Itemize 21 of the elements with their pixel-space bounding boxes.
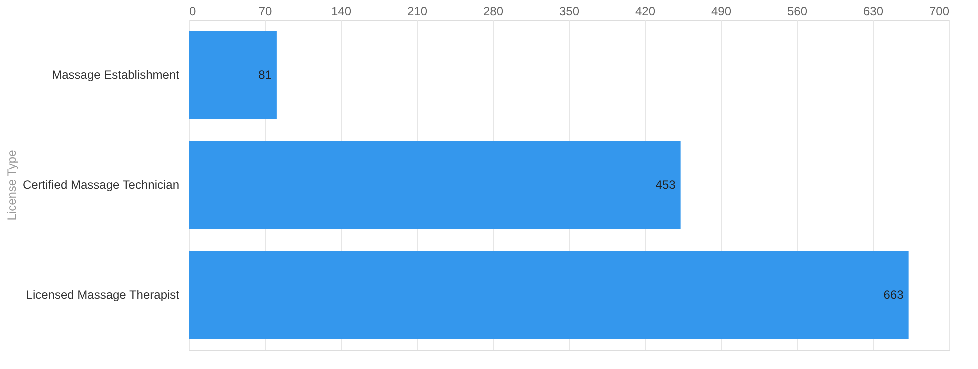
y-tick-label: Certified Massage Technician — [22, 178, 180, 192]
x-tick-label: 280 — [483, 4, 504, 18]
x-tick-label: 490 — [711, 4, 732, 18]
x-tick-label: 70 — [258, 4, 272, 18]
x-tick-label: 140 — [331, 4, 352, 18]
data-label: 81 — [258, 68, 272, 82]
x-tick-label: 350 — [559, 4, 580, 18]
y-tick-label: Licensed Massage Therapist — [26, 288, 180, 302]
x-tick-label: 630 — [863, 4, 884, 18]
x-tick-label: 420 — [635, 4, 656, 18]
bar — [189, 141, 681, 229]
data-label: 663 — [884, 288, 904, 302]
data-label: 453 — [656, 178, 676, 192]
bar — [189, 251, 909, 339]
bar — [189, 31, 277, 119]
x-tick-label: 0 — [190, 4, 196, 18]
x-tick-label: 210 — [407, 4, 428, 18]
y-axis-title: License Type — [4, 150, 19, 221]
x-tick-label: 700 — [929, 4, 950, 18]
x-tick-label: 560 — [787, 4, 808, 18]
y-tick-label: Massage Establishment — [52, 68, 180, 82]
